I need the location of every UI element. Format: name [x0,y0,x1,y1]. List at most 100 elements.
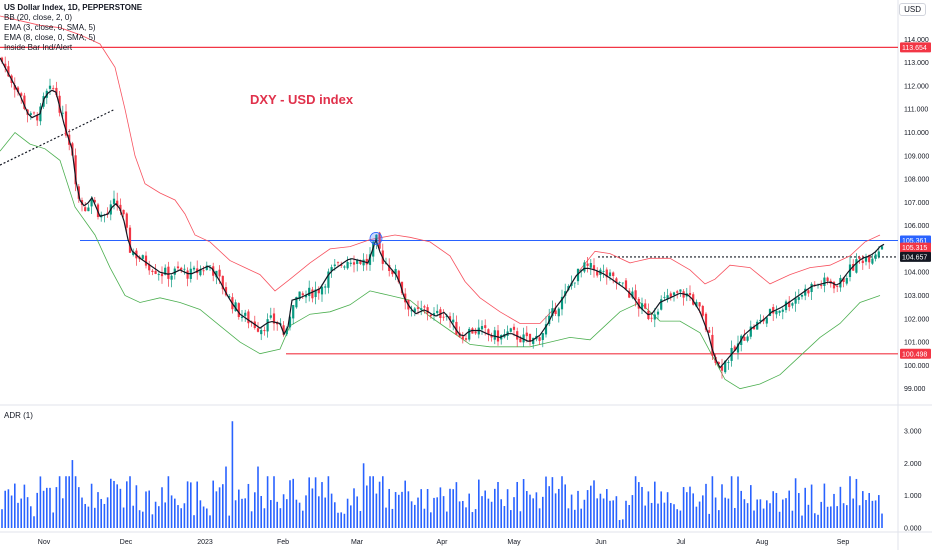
candle-body [112,198,116,205]
adr-bar [33,516,35,528]
candle-body [532,337,535,344]
candle-body [119,204,122,211]
time-axis-label: Jun [595,539,606,546]
adr-bar [340,512,342,528]
candle-body [272,313,276,324]
adr-bar [868,492,870,528]
candle-body [48,85,52,89]
candle-body [432,313,436,315]
candle-body [151,270,154,272]
price-badge: 104.657 [900,251,931,262]
price-axis-tick: 102.000 [904,316,929,323]
candle-body [186,270,189,279]
currency-label[interactable]: USD [899,3,926,16]
adr-bar [538,508,541,528]
adr-bar [359,511,362,528]
price-badge-label: 113.654 [902,45,927,52]
adr-bar [308,477,310,528]
candle-body [368,254,372,265]
candle-body [461,336,464,340]
candle-body [551,308,554,317]
adr-bar [314,477,317,528]
candle-body [743,337,746,341]
adr-axis-tick: 3.000 [904,428,922,435]
candle-body [752,326,756,330]
adr-bar [113,480,115,528]
adr-bar [138,510,141,528]
adr-bar [510,510,512,528]
adr-bar [36,492,38,528]
adr-bar [334,502,336,528]
candle-body [29,113,32,115]
candle-body [122,209,125,215]
adr-bar [391,508,394,528]
adr-bar [871,500,874,528]
candle-body [810,283,813,293]
candle-body [695,301,698,307]
price-axis-tick: 110.000 [904,130,929,137]
adr-bar [679,510,682,528]
adr-bar [577,490,579,528]
candle-body [717,362,720,365]
adr-bar [7,489,10,528]
adr-bar [506,489,509,528]
candle-body [266,319,269,332]
candle-body [311,289,314,299]
adr-bar [673,504,675,528]
adr-bar [769,503,771,528]
adr-bar [346,498,349,528]
candle-body [784,301,788,311]
candle-body [826,277,829,281]
symbol-title[interactable]: US Dollar Index, 1D, PEPPERSTONE [4,3,143,12]
indicator-bb[interactable]: BB (20, close, 2, 0) [4,13,73,22]
adr-bar [500,499,502,528]
adr-bar [100,498,102,528]
adr-bar [330,493,333,528]
candle-body [624,280,628,290]
candle-body [416,307,420,309]
candle-body [397,270,400,283]
candle-body [445,315,448,318]
candle-body [788,301,791,308]
candle-body [224,287,228,296]
adr-bar [574,509,576,528]
adr-bar [266,476,269,528]
adr-bar [228,515,230,528]
chart-legend: US Dollar Index, 1D, PEPPERSTONE BB (20,… [4,3,142,53]
adr-bar [698,501,701,528]
time-axis-label: Nov [38,539,51,546]
candle-body [394,268,397,274]
candle-body [800,294,804,297]
indicator-ema-3[interactable]: EMA (3, close, 0, SMA, 5) [4,23,96,32]
indicator-inside-bar[interactable]: Inside Bar Ind/Alert [4,43,73,52]
candle-body [436,310,439,314]
candle-body [336,262,340,264]
candle-body [442,316,445,318]
adr-bar [471,512,474,528]
candle-body [452,319,455,323]
adr-bar [590,485,592,528]
candle-body [141,255,144,259]
candle-body [320,286,324,295]
candle-body [781,309,784,312]
adr-bar [222,484,224,528]
price-badge-label: 104.657 [902,254,927,261]
candle-body [330,267,333,272]
candle-body [634,290,637,300]
adr-bar [474,509,477,528]
adr-bar [465,507,467,528]
time-axis-label: Sep [837,539,850,546]
adr-bar [484,490,486,528]
candle-body [4,63,7,68]
candle-body [378,232,381,249]
adr-bar [23,484,26,528]
candle-body [592,265,596,271]
adr-bar [292,478,294,528]
adr-bar [343,513,346,528]
adr-pane-label[interactable]: ADR (1) [4,411,33,420]
adr-bar [670,502,672,528]
adr-bar [570,494,573,528]
adr-bar [87,506,90,528]
indicator-ema-8[interactable]: EMA (8, close, 0, SMA, 5) [4,33,96,42]
